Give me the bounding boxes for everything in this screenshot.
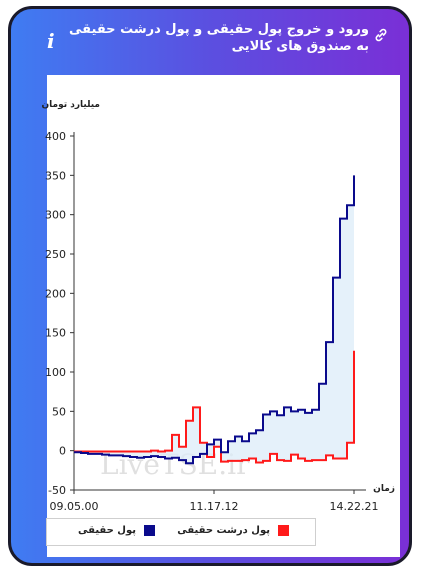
y-tick-label: 0 xyxy=(59,445,66,458)
x-tick-label: 09.05.00 xyxy=(50,500,99,513)
series-layer xyxy=(74,175,355,465)
y-tick-label: 250 xyxy=(45,248,66,261)
y-tick-label: 50 xyxy=(52,405,66,418)
link-icon[interactable] xyxy=(373,27,389,43)
info-icon[interactable]: i xyxy=(47,29,55,53)
legend-item-big-real-money[interactable]: پول درشت حقیقی xyxy=(177,525,289,536)
y-tick-label: 200 xyxy=(45,287,66,300)
series-difference-area xyxy=(74,175,354,464)
legend-swatch-real-money xyxy=(144,525,155,536)
legend-item-real-money[interactable]: پول حقیقی xyxy=(78,525,155,536)
y-tick-label: 350 xyxy=(45,169,66,182)
legend: پول حقیقی پول درشت حقیقی xyxy=(46,518,316,546)
legend-label-big-real-money: پول درشت حقیقی xyxy=(177,525,270,536)
y-axis-label: میلیارد تومان xyxy=(41,100,100,110)
y-tick-label: -50 xyxy=(48,484,66,497)
legend-swatch-big-real-money xyxy=(278,525,289,536)
y-tick-label: 300 xyxy=(45,209,66,222)
legend-label-real-money: پول حقیقی xyxy=(78,525,136,536)
fill-layer xyxy=(74,175,354,464)
real-money-line xyxy=(74,175,355,465)
x-tick-label: 14.22.21 xyxy=(330,500,379,513)
x-tick-label: 11.17.12 xyxy=(190,500,239,513)
y-tick-label: 400 xyxy=(45,130,66,143)
x-axis-label: زمان xyxy=(373,484,395,494)
chart-title: ورود و خروج پول حقیقی و پول درشت حقیقی ب… xyxy=(69,22,369,54)
y-tick-label: 100 xyxy=(45,366,66,379)
big-real-money-line xyxy=(74,350,355,464)
axes: 400 350 300 250 200 150 100 50 0 -50 09.05.00 11.17… xyxy=(45,130,378,513)
y-tick-label: 150 xyxy=(45,327,66,340)
card-header: i ورود و خروج پول حقیقی و پول درشت حقیقی… xyxy=(11,9,409,75)
